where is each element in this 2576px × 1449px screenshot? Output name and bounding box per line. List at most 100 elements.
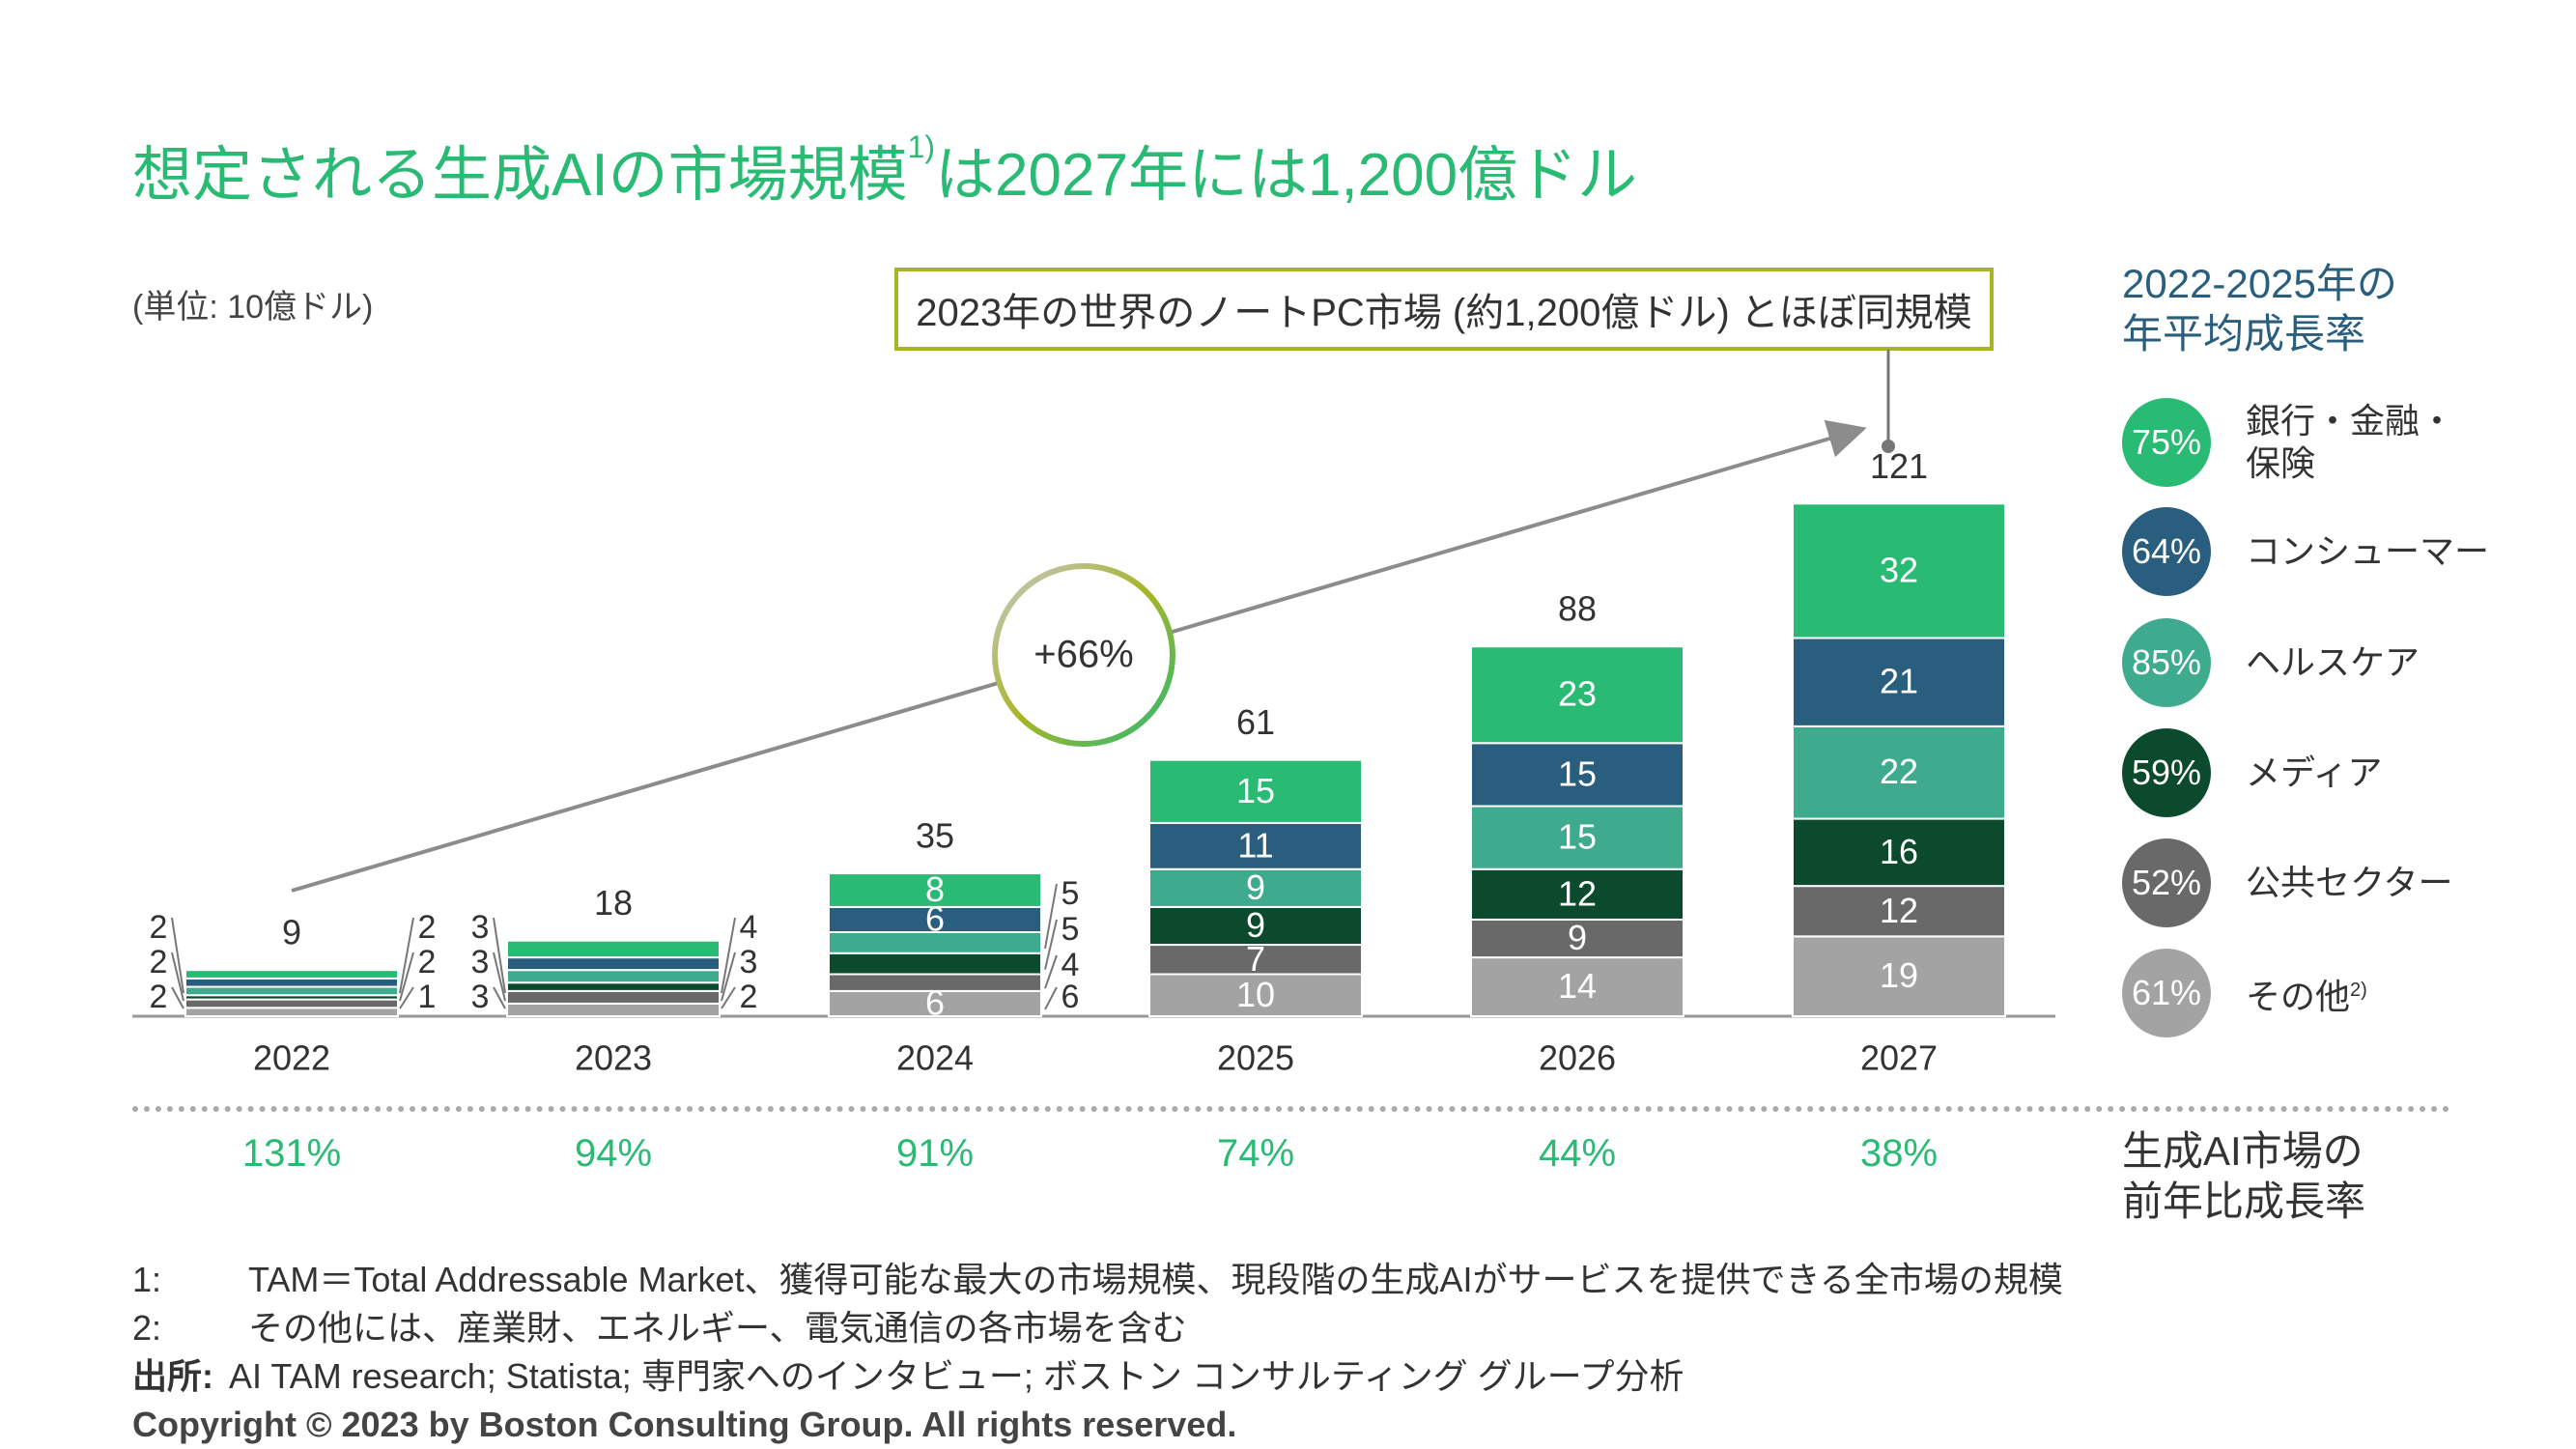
bar-segment-2022-3 bbox=[184, 985, 399, 997]
leader-right-2023-2 bbox=[721, 917, 736, 994]
bar-segment-2024-2 bbox=[828, 952, 1042, 976]
page-title: 想定される生成AIの市場規模1)は2027年には1,200億ドル bbox=[132, 129, 1638, 209]
bar-segment-2027-3 bbox=[1792, 724, 2006, 820]
bar-segment-2025-0 bbox=[1148, 973, 1363, 1017]
segment-label-2027-0: 19 bbox=[1880, 955, 1918, 995]
bar-segment-2023-5 bbox=[506, 939, 721, 959]
x-tick-2027: 2027 bbox=[1860, 1038, 1938, 1078]
segment-label-2027-3: 22 bbox=[1880, 752, 1918, 791]
outside-label-2024-2: 5 bbox=[1062, 911, 1080, 948]
footnotes: 1: TAM＝Total Addressable Market、獲得可能な最大の市… bbox=[132, 1256, 2063, 1449]
outside-left-label-2023-1: 3 bbox=[471, 944, 490, 980]
bar-segment-2027-5 bbox=[1792, 502, 2006, 639]
segment-label-2025-5: 15 bbox=[1236, 771, 1275, 810]
leader-left-2023-0 bbox=[493, 986, 506, 1009]
legend-cagr-circle: 59% bbox=[2122, 728, 2211, 817]
x-tick-2025: 2025 bbox=[1217, 1038, 1294, 1078]
outside-right-label-2022-0: 1 bbox=[418, 979, 437, 1015]
yoy-growth-2026: 44% bbox=[1538, 1132, 1617, 1175]
leader-2024-2 bbox=[1044, 919, 1058, 970]
callout-box: 2023年の世界のノートPC市場 (約1,200億ドル) とほぼ同規模 bbox=[894, 268, 1994, 351]
leader-right-2022-2 bbox=[399, 917, 414, 994]
cagr-bubble bbox=[992, 563, 1175, 747]
bar-segment-2023-2 bbox=[506, 981, 721, 992]
bar-segment-2027-4 bbox=[1792, 637, 2006, 727]
segment-label-2025-1: 7 bbox=[1246, 939, 1265, 979]
legend-item: 64% コンシューマー bbox=[2122, 507, 2489, 596]
bar-segment-2023-1 bbox=[506, 989, 721, 1005]
bar-segment-2027-2 bbox=[1792, 817, 2006, 888]
leader-left-2022-1 bbox=[171, 952, 184, 1002]
bar-segment-2023-0 bbox=[506, 1002, 721, 1017]
segment-label-2026-1: 9 bbox=[1568, 918, 1587, 957]
total-label-2023: 18 bbox=[594, 883, 633, 923]
bar-segment-2022-0 bbox=[184, 1007, 399, 1018]
bar-segment-2027-0 bbox=[1792, 935, 2006, 1017]
leader-left-2022-2 bbox=[171, 917, 184, 994]
outside-right-label-2023-1: 3 bbox=[740, 944, 758, 980]
outside-right-label-2022-1: 2 bbox=[418, 944, 437, 980]
unit-label: (単位: 10億ドル) bbox=[132, 289, 374, 326]
legend-cagr-circle: 85% bbox=[2122, 618, 2211, 707]
segment-label-2025-0: 10 bbox=[1236, 975, 1275, 1014]
segment-label-2025-4: 11 bbox=[1237, 825, 1273, 865]
callout-connector-dot bbox=[1882, 440, 1895, 453]
yoy-growth-2025: 74% bbox=[1216, 1132, 1295, 1175]
bar-segment-2024-5 bbox=[828, 872, 1042, 908]
legend-label: 銀行・金融・ 保険 bbox=[2246, 401, 2455, 483]
legend-label: メディア bbox=[2246, 753, 2383, 792]
segment-label-2027-1: 12 bbox=[1880, 891, 1918, 930]
leader-right-2023-0 bbox=[721, 986, 736, 1009]
legend-cagr-circle: 64% bbox=[2122, 507, 2211, 596]
x-tick-2022: 2022 bbox=[253, 1038, 330, 1078]
leader-2024-1 bbox=[1044, 954, 1058, 989]
legend-label: ヘルスケア bbox=[2246, 642, 2420, 682]
segment-label-2027-2: 16 bbox=[1880, 832, 1918, 871]
total-label-2022: 9 bbox=[282, 913, 301, 952]
divider bbox=[132, 1106, 2450, 1112]
segment-label-2026-2: 12 bbox=[1558, 873, 1597, 913]
x-tick-2023: 2023 bbox=[575, 1038, 652, 1078]
footnote-1: 1: TAM＝Total Addressable Market、獲得可能な最大の市… bbox=[132, 1260, 2063, 1299]
bar-segment-2025-4 bbox=[1148, 821, 1363, 870]
yoy-growth-2027: 38% bbox=[1859, 1132, 1939, 1175]
segment-label-2024-5: 8 bbox=[925, 869, 945, 909]
footnote-2: 2: その他には、産業財、エネルギー、電気通信の各市場を含む bbox=[132, 1308, 1187, 1348]
leader-left-2023-1 bbox=[493, 952, 506, 1002]
cagr-header: 2022-2025年の 年平均成長率 bbox=[2122, 261, 2397, 356]
legend-label: コンシューマー bbox=[2246, 531, 2490, 571]
bar-segment-2026-5 bbox=[1470, 645, 1684, 745]
yoy-growth-2022: 131% bbox=[241, 1132, 342, 1175]
bar-segment-2025-2 bbox=[1148, 905, 1363, 947]
segment-label-2024-4: 6 bbox=[925, 898, 945, 938]
total-label-2024: 35 bbox=[916, 816, 954, 856]
segment-label-2026-4: 15 bbox=[1558, 753, 1597, 793]
leader-right-2022-1 bbox=[399, 952, 414, 1002]
segment-label-2027-5: 32 bbox=[1880, 550, 1918, 589]
segment-label-2024-0: 6 bbox=[925, 982, 945, 1022]
segment-label-2026-3: 15 bbox=[1558, 817, 1597, 857]
legend-item: 61% その他2) bbox=[2122, 949, 2367, 1037]
segment-label-2026-5: 23 bbox=[1558, 674, 1597, 714]
cagr-bubble-text: +66% bbox=[1033, 634, 1133, 676]
legend-item: 52% 公共セクター bbox=[2122, 838, 2453, 927]
bar-segment-2022-4 bbox=[184, 977, 399, 988]
segment-label-2027-4: 21 bbox=[1880, 662, 1918, 701]
leader-left-2023-2 bbox=[493, 917, 506, 994]
growth-label: 生成AI市場の 前年比成長率 bbox=[2122, 1128, 2366, 1224]
outside-right-label-2022-2: 2 bbox=[418, 909, 437, 946]
x-tick-2026: 2026 bbox=[1539, 1038, 1616, 1078]
legend-cagr-circle: 52% bbox=[2122, 838, 2211, 927]
leader-2024-3 bbox=[1044, 883, 1058, 950]
total-label-2025: 61 bbox=[1236, 702, 1275, 742]
segment-label-2025-2: 9 bbox=[1246, 905, 1265, 945]
x-tick-2024: 2024 bbox=[896, 1038, 974, 1078]
legend-item: 85% ヘルスケア bbox=[2122, 618, 2420, 707]
bar-segment-2025-5 bbox=[1148, 758, 1363, 824]
outside-left-label-2022-1: 2 bbox=[150, 944, 168, 980]
source-line: 出所: AI TAM research; Statista; 専門家へのインタビュ… bbox=[132, 1356, 1684, 1396]
legend-item: 59% メディア bbox=[2122, 728, 2382, 817]
outside-left-label-2022-0: 2 bbox=[150, 979, 168, 1015]
bar-segment-2027-1 bbox=[1792, 885, 2006, 938]
